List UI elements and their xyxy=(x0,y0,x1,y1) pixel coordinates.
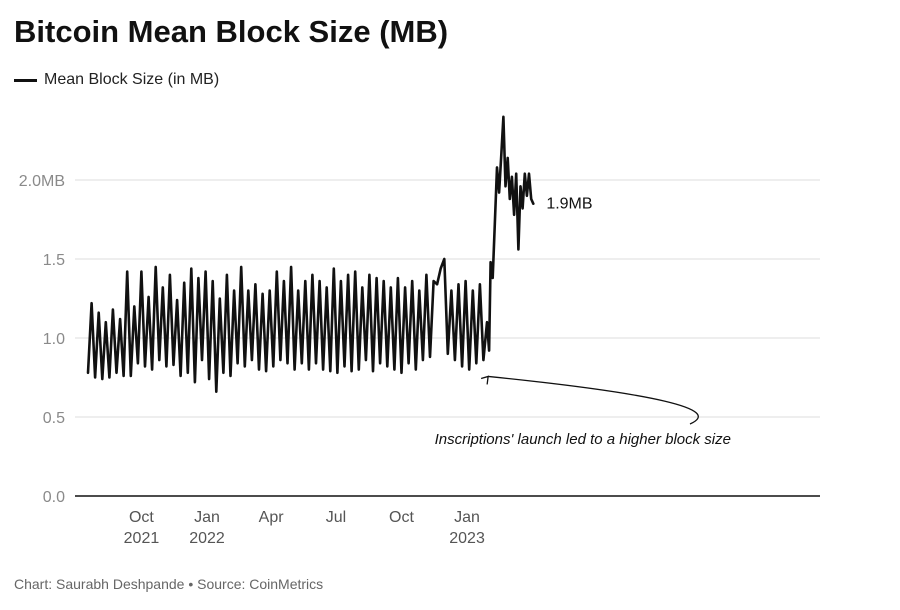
y-tick-label: 1.5 xyxy=(43,252,65,269)
annotation-text: Inscriptions' launch led to a higher blo… xyxy=(435,431,731,448)
series-layer: 1.9MB xyxy=(86,115,593,394)
legend-line-swatch xyxy=(14,78,37,82)
x-tick-label: Oct xyxy=(129,509,154,526)
x-tick-label: Apr xyxy=(259,509,285,526)
y-tick-label: 2.0MB xyxy=(19,173,65,190)
y-tick-label: 0.0 xyxy=(43,489,65,506)
legend-label: Mean Block Size (in MB) xyxy=(44,71,220,88)
annotation-layer: Inscriptions' launch led to a higher blo… xyxy=(435,375,731,448)
annotation-arrow xyxy=(488,375,699,425)
chart-source-credit: Chart: Saurabh Deshpande • Source: CoinM… xyxy=(14,576,324,592)
x-tick-year-label: 2022 xyxy=(189,530,225,547)
x-tick-label: Jan xyxy=(194,509,220,526)
x-tick-label: Jul xyxy=(326,509,346,526)
x-tick-label: Jan xyxy=(454,509,480,526)
chart-title: Bitcoin Mean Block Size (MB) xyxy=(14,14,449,49)
x-tick-label: Oct xyxy=(389,509,414,526)
grid-lines xyxy=(75,179,820,497)
series-end-label: 1.9MB xyxy=(546,196,592,213)
series-line-mean-block-size xyxy=(86,115,535,394)
y-axis-ticks: 0.0 0.5 1.0 1.5 2.0MB xyxy=(19,173,65,506)
y-tick-label: 1.0 xyxy=(43,331,65,348)
y-tick-label: 0.5 xyxy=(43,410,65,427)
annotation-arrowhead xyxy=(480,375,489,385)
x-tick-year-label: 2023 xyxy=(449,530,485,547)
x-axis-ticks: Oct 2021 Jan 2022 Apr Jul Oct Jan 2023 xyxy=(124,509,485,547)
legend: Mean Block Size (in MB) xyxy=(14,71,219,89)
x-tick-year-label: 2021 xyxy=(124,530,160,547)
